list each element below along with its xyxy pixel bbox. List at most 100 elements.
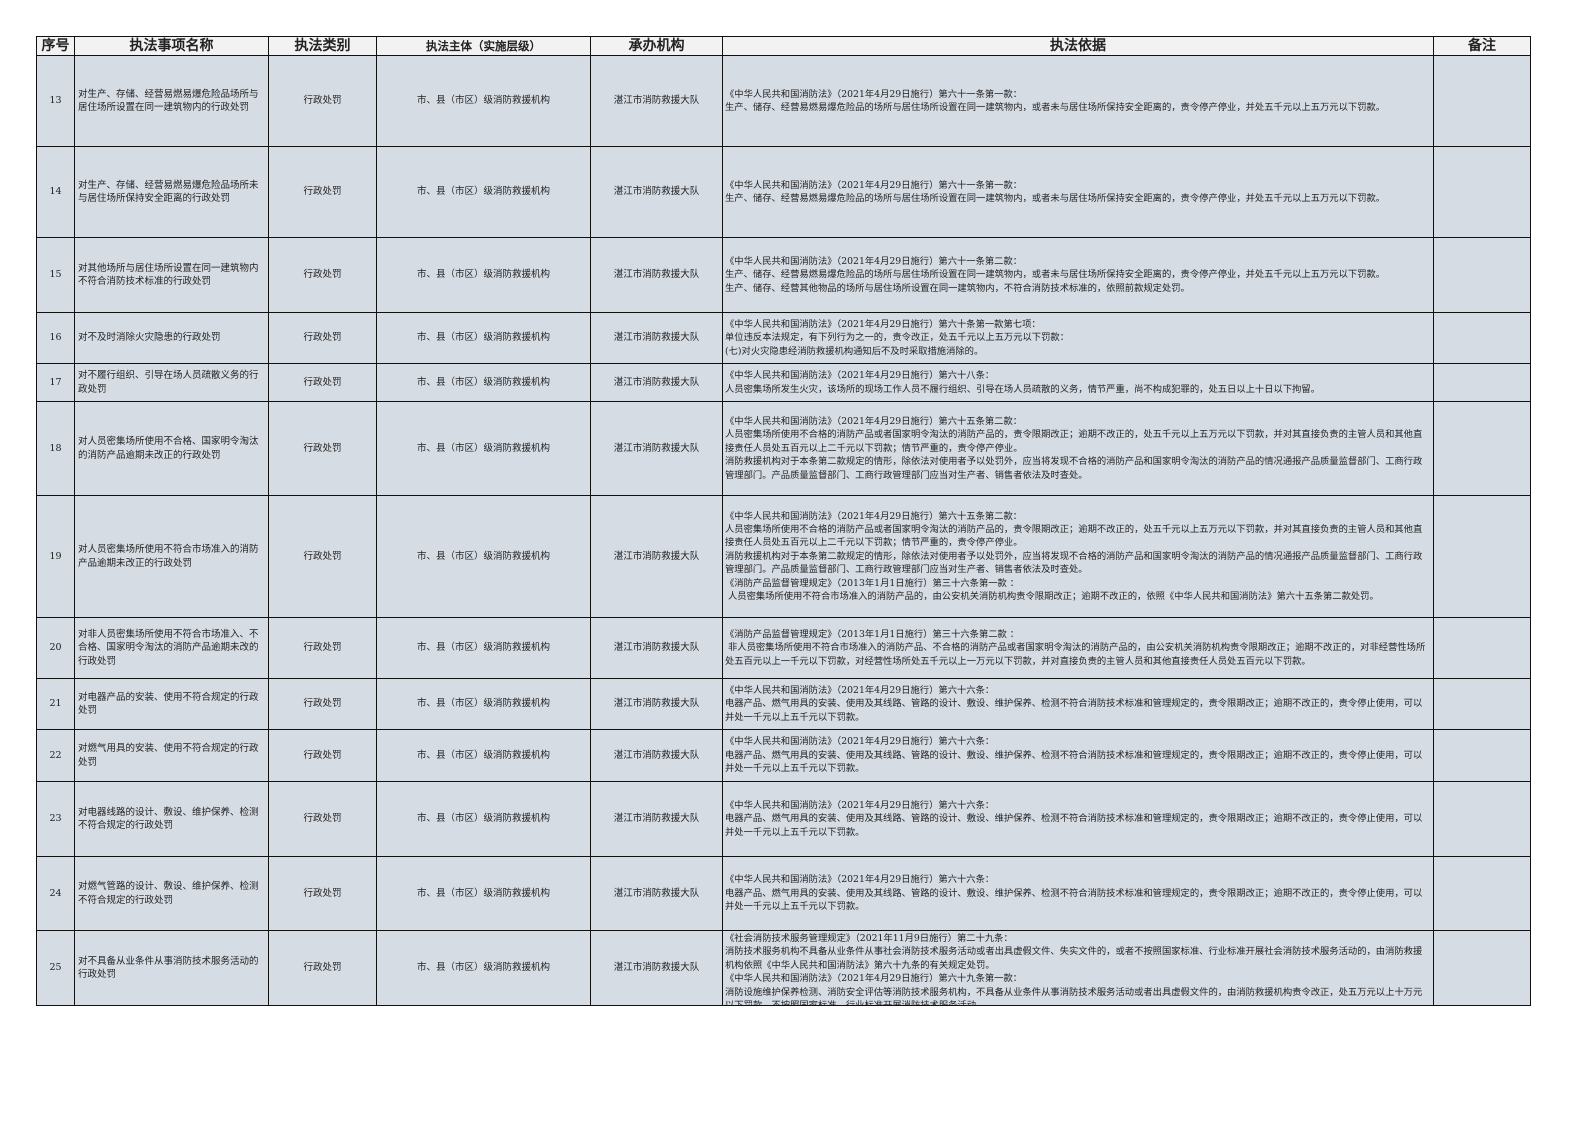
- subject: 市、县（市区）级消防救援机构: [416, 698, 550, 710]
- subject-cell: 市、县（市区）级消防救援机构: [376, 55, 591, 147]
- subject: 市、县（市区）级消防救援机构: [416, 95, 550, 107]
- row-number: 14: [49, 186, 62, 198]
- subject-cell: 市、县（市区）级消防救援机构: [376, 930, 591, 1006]
- agency: 湛江市消防救援大队: [613, 269, 700, 281]
- basis-cell: 《中华人民共和国消防法》（2021年4月29日施行）第六十五条第二款： 人员密集…: [722, 495, 1434, 618]
- category-cell: 行政处罚: [268, 495, 377, 618]
- basis: 《中华人民共和国消防法》（2021年4月29日施行）第六十六条： 电器产品、燃气…: [725, 684, 1423, 723]
- basis: 《社会消防技术服务管理规定》（2021年11月9日施行）第二十九条： 消防技术服…: [725, 933, 1423, 1005]
- item-name: 对不及时消除火灾隐患的行政处罚: [78, 332, 221, 344]
- basis: 《消防产品监督管理规定》（2013年1月1日施行）第三十六条第二款 ： 非人员密…: [725, 628, 1426, 667]
- note-cell: [1433, 930, 1531, 1006]
- row-number: 23: [49, 813, 62, 825]
- row-number-cell: 23: [36, 781, 75, 857]
- category-cell: 行政处罚: [268, 55, 377, 147]
- table-row: 20 对非人员密集场所使用不符合市场准入、不合格、国家明令淘汰的消防产品逾期未改的…: [36, 617, 1531, 679]
- basis: 《中华人民共和国消防法》（2021年4月29日施行）第六十一条第一款： 生产、储…: [725, 88, 1386, 113]
- agency-cell: 湛江市消防救援大队: [590, 237, 723, 313]
- subject-cell: 市、县（市区）级消防救援机构: [376, 363, 591, 402]
- row-number-cell: 24: [36, 856, 75, 931]
- agency-cell: 湛江市消防救援大队: [590, 678, 723, 730]
- item-name-cell: 对人员密集场所使用不合格、国家明令淘汰的消防产品逾期未改正的行政处罚: [74, 401, 269, 496]
- category-cell: 行政处罚: [268, 312, 377, 364]
- item-name: 对燃气管路的设计、敷设、维护保养、检测不符合规定的行政处罚: [78, 881, 259, 906]
- note: [1434, 56, 1530, 146]
- row-number-cell: 18: [36, 401, 75, 496]
- agency-cell: 湛江市消防救援大队: [590, 401, 723, 496]
- basis-cell: 《中华人民共和国消防法》（2021年4月29日施行）第六十一条第一款： 生产、储…: [722, 146, 1434, 238]
- item-name-cell: 对电器线路的设计、敷设、维护保养、检测不符合规定的行政处罚: [74, 781, 269, 857]
- category-cell: 行政处罚: [268, 678, 377, 730]
- row-number-cell: 21: [36, 678, 75, 730]
- subject-cell: 市、县（市区）级消防救援机构: [376, 146, 591, 238]
- item-name: 对不具备从业条件从事消防技术服务活动的行政处罚: [78, 955, 259, 980]
- agency-cell: 湛江市消防救援大队: [590, 856, 723, 931]
- item-name-cell: 对非人员密集场所使用不符合市场准入、不合格、国家明令淘汰的消防产品逾期未改的行政…: [74, 617, 269, 679]
- agency: 湛江市消防救援大队: [613, 887, 700, 899]
- agency-cell: 湛江市消防救援大队: [590, 729, 723, 782]
- basis: 《中华人民共和国消防法》（2021年4月29日施行）第六十条第一款第七项： 单位…: [725, 318, 1069, 357]
- header-agency: 承办机构: [590, 36, 723, 56]
- item-name: 对非人员密集场所使用不符合市场准入、不合格、国家明令淘汰的消防产品逾期未改的行政…: [78, 628, 259, 667]
- note: [1434, 857, 1530, 930]
- category-cell: 行政处罚: [268, 856, 377, 931]
- row-number-cell: 19: [36, 495, 75, 618]
- row-number-cell: 22: [36, 729, 75, 782]
- row-number: 24: [49, 887, 62, 899]
- table-row: 16 对不及时消除火灾隐患的行政处罚 行政处罚 市、县（市区）级消防救援机构 湛江市消防…: [36, 312, 1531, 364]
- row-number-cell: 25: [36, 930, 75, 1006]
- table-row: 13 对生产、存储、经营易燃易爆危险品场所与居住场所设置在同一建筑物内的行政处罚 行…: [36, 55, 1531, 147]
- basis: 《中华人民共和国消防法》（2021年4月29日施行）第六十六条： 电器产品、燃气…: [725, 874, 1423, 913]
- row-number-cell: 16: [36, 312, 75, 364]
- subject: 市、县（市区）级消防救援机构: [416, 442, 550, 454]
- subject-cell: 市、县（市区）级消防救援机构: [376, 856, 591, 931]
- agency: 湛江市消防救援大队: [613, 550, 700, 562]
- basis: 《中华人民共和国消防法》（2021年4月29日施行）第六十一条第一款： 生产、储…: [725, 179, 1386, 204]
- row-number-cell: 15: [36, 237, 75, 313]
- item-name-cell: 对燃气管路的设计、敷设、维护保养、检测不符合规定的行政处罚: [74, 856, 269, 931]
- row-number-cell: 14: [36, 146, 75, 238]
- category-cell: 行政处罚: [268, 146, 377, 238]
- table-row: 25 对不具备从业条件从事消防技术服务活动的行政处罚 行政处罚 市、县（市区）级消防救…: [36, 930, 1531, 1006]
- item-name-cell: 对生产、存储、经营易燃易爆危险品场所未与居住场所保持安全距离的行政处罚: [74, 146, 269, 238]
- note: [1434, 147, 1530, 237]
- note: [1434, 782, 1530, 856]
- category: 行政处罚: [303, 550, 342, 562]
- agency-cell: 湛江市消防救援大队: [590, 930, 723, 1006]
- row-number: 18: [49, 442, 62, 454]
- header-subject: 执法主体（实施层级）: [376, 36, 591, 56]
- item-name-cell: 对不履行组织、引导在场人员疏散义务的行政处罚: [74, 363, 269, 402]
- table-row: 14 对生产、存储、经营易燃易爆危险品场所未与居住场所保持安全距离的行政处罚 行政处…: [36, 146, 1531, 238]
- agency-cell: 湛江市消防救援大队: [590, 617, 723, 679]
- subject-cell: 市、县（市区）级消防救援机构: [376, 237, 591, 313]
- item-name: 对生产、存储、经营易燃易爆危险品场所与居住场所设置在同一建筑物内的行政处罚: [78, 88, 259, 113]
- table-row: 23 对电器线路的设计、敷设、维护保养、检测不符合规定的行政处罚 行政处罚 市、县（市…: [36, 781, 1531, 857]
- header-category: 执法类别: [268, 36, 377, 56]
- category: 行政处罚: [303, 813, 342, 825]
- category-cell: 行政处罚: [268, 237, 377, 313]
- note: [1434, 402, 1530, 495]
- header-name: 执法事项名称: [74, 36, 269, 56]
- basis-cell: 《中华人民共和国消防法》（2021年4月29日施行）第六十一条第二款： 生产、储…: [722, 237, 1434, 313]
- category: 行政处罚: [303, 698, 342, 710]
- basis-cell: 《中华人民共和国消防法》（2021年4月29日施行）第六十六条： 电器产品、燃气…: [722, 781, 1434, 857]
- item-name-cell: 对人员密集场所使用不符合市场准入的消防产品逾期未改正的行政处罚: [74, 495, 269, 618]
- row-number: 21: [49, 698, 62, 710]
- subject: 市、县（市区）级消防救援机构: [416, 813, 550, 825]
- category-cell: 行政处罚: [268, 781, 377, 857]
- subject-cell: 市、县（市区）级消防救援机构: [376, 678, 591, 730]
- note-cell: [1433, 146, 1531, 238]
- item-name: 对电器线路的设计、敷设、维护保养、检测不符合规定的行政处罚: [78, 806, 259, 831]
- note-cell: [1433, 617, 1531, 679]
- table-row: 17 对不履行组织、引导在场人员疏散义务的行政处罚 行政处罚 市、县（市区）级消防救援…: [36, 363, 1531, 402]
- note: [1434, 679, 1530, 729]
- note-cell: [1433, 237, 1531, 313]
- note-cell: [1433, 401, 1531, 496]
- item-name: 对人员密集场所使用不符合市场准入的消防产品逾期未改正的行政处罚: [78, 544, 259, 569]
- basis-cell: 《中华人民共和国消防法》（2021年4月29日施行）第六十八条： 人员密集场所发…: [722, 363, 1434, 402]
- category: 行政处罚: [303, 269, 342, 281]
- table-row: 22 对燃气用具的安装、使用不符合规定的行政处罚 行政处罚 市、县（市区）级消防救援机…: [36, 729, 1531, 782]
- row-number-cell: 17: [36, 363, 75, 402]
- agency: 湛江市消防救援大队: [613, 95, 700, 107]
- agency-cell: 湛江市消防救援大队: [590, 312, 723, 364]
